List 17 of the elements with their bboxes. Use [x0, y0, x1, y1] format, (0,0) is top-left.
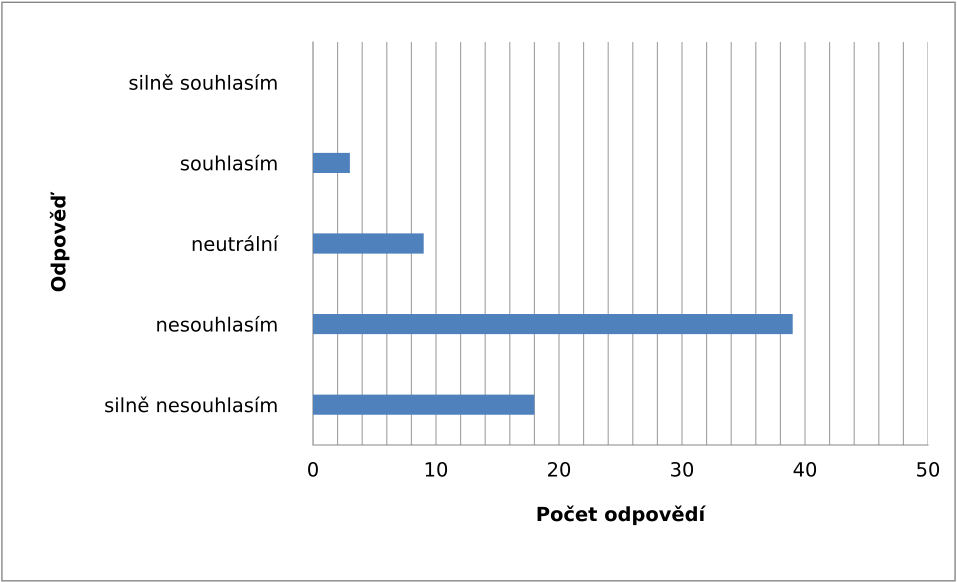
y-tick-label: souhlasím — [180, 154, 277, 171]
bar — [313, 233, 424, 254]
x-tick-label: 10 — [426, 462, 448, 477]
x-tick-label: 0 — [308, 462, 318, 477]
x-axis-title: Počet odpovědí — [538, 505, 706, 526]
y-tick-label: silně souhlasím — [129, 74, 277, 90]
y-tick-label: nesouhlasím — [157, 316, 277, 332]
bar — [313, 152, 350, 173]
bar — [313, 314, 793, 334]
y-tick-label: silně nesouhlasím — [105, 396, 277, 412]
y-axis-title: Odpověď — [50, 192, 70, 292]
y-tick-label: neutrální — [192, 235, 279, 252]
x-tick-label: 40 — [794, 462, 816, 477]
x-tick-label: 20 — [548, 462, 570, 477]
bar — [313, 394, 534, 415]
x-tick-label: 50 — [917, 462, 940, 477]
x-tick-label: 30 — [671, 462, 694, 477]
